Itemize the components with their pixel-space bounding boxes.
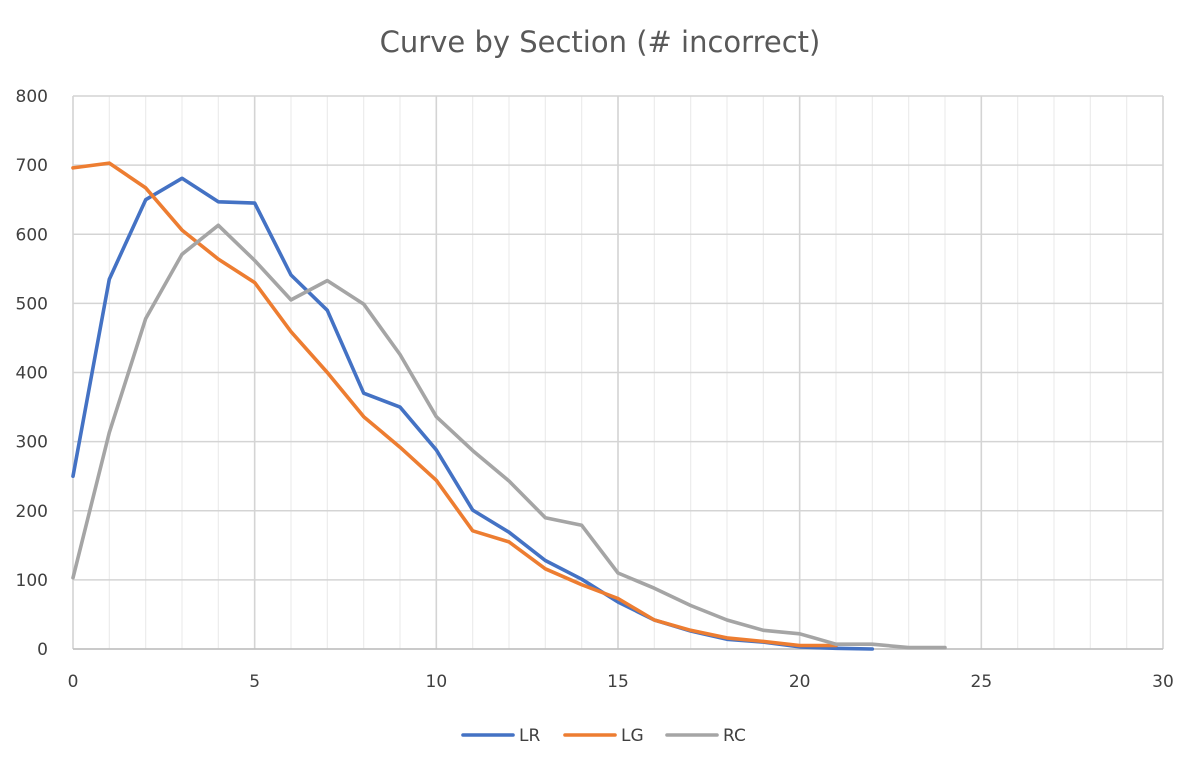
y-tick-label: 800 [16, 87, 48, 107]
x-tick-label: 20 [789, 672, 811, 692]
legend-label-rc: RC [723, 726, 746, 746]
legend-label-lr: LR [519, 726, 540, 746]
y-tick-label: 500 [16, 294, 48, 314]
y-tick-label: 200 [16, 502, 48, 522]
y-tick-label: 100 [16, 571, 48, 591]
chart-title: Curve by Section (# incorrect) [380, 25, 821, 59]
x-axis-ticks: 0 5 10 15 20 25 30 [68, 672, 1174, 692]
x-tick-label: 10 [426, 672, 448, 692]
y-tick-label: 400 [16, 364, 48, 384]
series-line-lg [71, 161, 838, 648]
x-tick-label: 5 [249, 672, 260, 692]
series-line-rc [71, 223, 947, 650]
x-tick-label: 25 [971, 672, 993, 692]
x-tick-label: 0 [68, 672, 79, 692]
y-tick-label: 300 [16, 433, 48, 453]
series-layer [71, 161, 947, 651]
y-tick-label: 600 [16, 225, 48, 245]
y-tick-label: 700 [16, 156, 48, 176]
y-axis-ticks: 0 100 200 300 400 500 600 700 800 [16, 87, 48, 660]
grid [72, 95, 1164, 650]
y-tick-label: 0 [37, 640, 48, 660]
legend-label-lg: LG [621, 726, 644, 746]
x-tick-label: 15 [607, 672, 629, 692]
legend: LR LG RC [461, 726, 746, 746]
x-tick-label: 30 [1152, 672, 1174, 692]
